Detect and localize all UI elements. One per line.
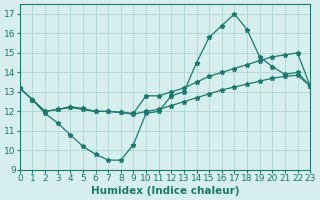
- X-axis label: Humidex (Indice chaleur): Humidex (Indice chaleur): [91, 186, 239, 196]
